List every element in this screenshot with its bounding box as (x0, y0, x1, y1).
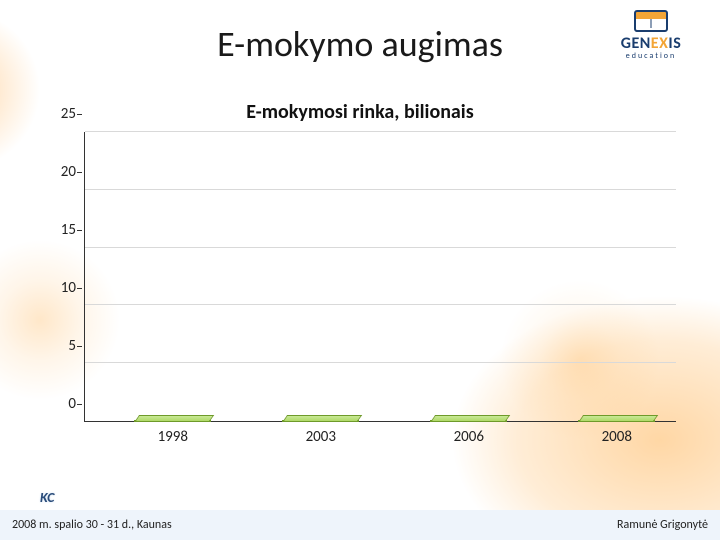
bar-cap (283, 415, 362, 421)
y-axis: 0 5 10 15 20 25 (40, 132, 80, 422)
bar-cap (579, 415, 658, 421)
bar (430, 420, 507, 422)
bar-cap (431, 415, 510, 421)
kc-mark: KC (40, 489, 54, 506)
y-tick: 15 (40, 221, 76, 239)
chart-plot: 0 5 10 15 20 25 (40, 132, 680, 452)
bar-cap (135, 415, 214, 421)
y-tick: 25 (40, 105, 76, 123)
footer-left: 2008 m. spalio 30 - 31 d., Kaunas (12, 518, 172, 532)
y-tick: 0 (40, 395, 76, 413)
bar (134, 420, 211, 422)
book-icon (634, 10, 668, 32)
brand-logo: GENEXIS education (596, 10, 706, 61)
y-tick: 20 (40, 163, 76, 181)
bar (578, 420, 655, 422)
y-tick: 5 (40, 337, 76, 355)
x-label: 2008 (564, 428, 671, 446)
x-label: 2006 (416, 428, 523, 446)
footer-bar: 2008 m. spalio 30 - 31 d., Kaunas Ramunė… (0, 510, 720, 540)
y-tick: 10 (40, 279, 76, 297)
bar (282, 420, 359, 422)
bars-layer (84, 132, 676, 422)
x-label: 1998 (120, 428, 227, 446)
chart-container: E-mokymosi rinka, bilionais 0 5 10 15 20… (40, 100, 680, 470)
x-axis: 1998 2003 2006 2008 (84, 424, 676, 452)
brand-subtitle: education (596, 51, 706, 61)
footer-right: Ramunė Grigonytė (617, 518, 708, 532)
chart-title: E-mokymosi rinka, bilionais (40, 100, 680, 124)
x-label: 2003 (268, 428, 375, 446)
